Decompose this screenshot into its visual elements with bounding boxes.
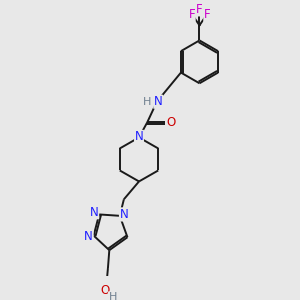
Text: N: N — [154, 95, 163, 108]
Text: F: F — [204, 8, 211, 21]
Text: N: N — [119, 208, 128, 221]
Text: N: N — [84, 230, 93, 243]
Text: N: N — [90, 206, 99, 219]
Text: H: H — [142, 97, 151, 107]
Text: H: H — [108, 292, 117, 300]
Text: O: O — [166, 116, 175, 129]
Text: N: N — [135, 130, 143, 143]
Text: F: F — [196, 3, 203, 16]
Text: O: O — [100, 284, 110, 297]
Text: F: F — [188, 8, 195, 21]
